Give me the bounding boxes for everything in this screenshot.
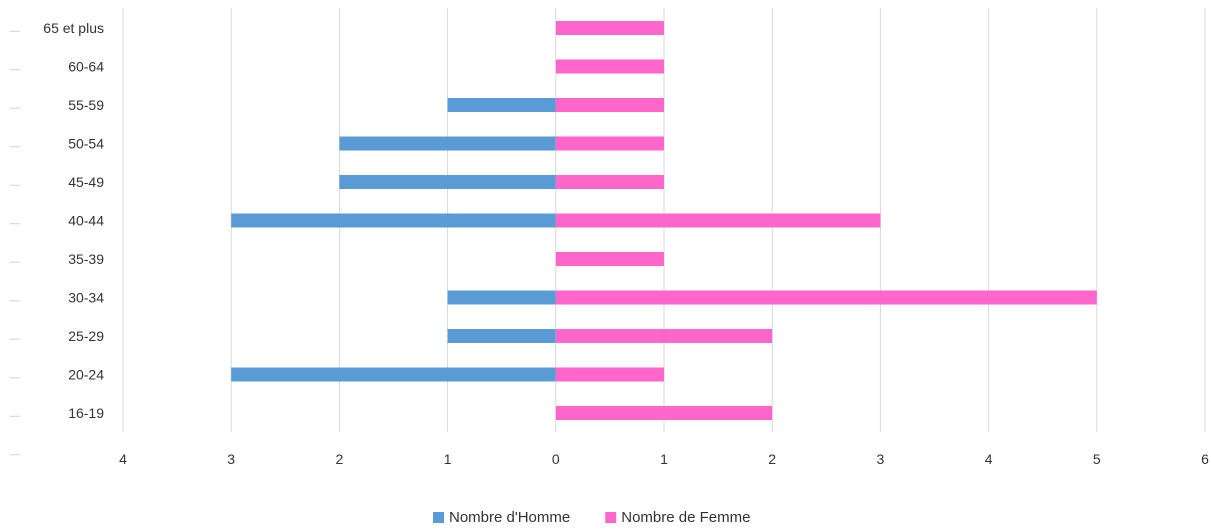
legend-swatch-0 xyxy=(433,512,444,523)
bar-femme-1 xyxy=(555,59,664,74)
category-label-3: 50-54 xyxy=(68,136,104,152)
x-tick-label-10: 6 xyxy=(1201,451,1209,467)
x-tick-label-1: 3 xyxy=(227,451,235,467)
bars xyxy=(231,21,1097,420)
category-label-8: 25-29 xyxy=(68,328,104,344)
left-axis-stubs xyxy=(10,30,20,456)
bar-femme-8 xyxy=(555,329,773,343)
x-tick-label-9: 5 xyxy=(1093,451,1101,467)
legend-label-0: Nombre d'Homme xyxy=(449,509,570,526)
x-tick-labels: 4 3 2 1 0 1 2 3 4 5 6 xyxy=(119,451,1209,467)
x-tick-label-2: 2 xyxy=(336,451,344,467)
category-label-7: 30-34 xyxy=(68,290,104,306)
bar-homme-9 xyxy=(231,367,556,382)
bar-femme-5 xyxy=(555,213,881,228)
legend: Nombre d'Homme Nombre de Femme xyxy=(433,509,750,526)
category-label-1: 60-64 xyxy=(68,59,104,75)
bar-femme-6 xyxy=(555,252,664,266)
bar-femme-7 xyxy=(555,290,1097,305)
bar-homme-4 xyxy=(339,175,556,189)
bar-homme-7 xyxy=(447,290,556,305)
category-label-9: 20-24 xyxy=(68,367,104,383)
bar-homme-2 xyxy=(447,98,556,112)
bar-femme-9 xyxy=(555,367,664,382)
bar-homme-5 xyxy=(231,213,556,228)
legend-label-1: Nombre de Femme xyxy=(621,509,750,526)
x-tick-label-6: 2 xyxy=(768,451,776,467)
bar-homme-8 xyxy=(447,329,556,343)
x-tick-label-5: 1 xyxy=(660,451,668,467)
category-label-4: 45-49 xyxy=(68,174,104,190)
x-tick-label-0: 4 xyxy=(119,451,127,467)
x-tick-label-7: 3 xyxy=(877,451,885,467)
x-tick-label-3: 1 xyxy=(444,451,452,467)
legend-swatch-1 xyxy=(605,512,617,523)
bar-femme-10 xyxy=(555,406,773,420)
category-labels: 65 et plus 60-64 55-59 50-54 45-49 40-44 35-39… xyxy=(43,20,104,421)
category-label-2: 55-59 xyxy=(68,97,104,113)
category-label-6: 35-39 xyxy=(68,251,104,267)
bar-femme-3 xyxy=(555,136,664,151)
category-label-0: 65 et plus xyxy=(43,20,104,36)
bar-femme-2 xyxy=(555,98,664,112)
bar-homme-3 xyxy=(339,136,556,151)
x-tick-label-8: 4 xyxy=(985,451,993,467)
x-tick-label-4: 0 xyxy=(552,451,560,467)
bar-femme-4 xyxy=(555,175,664,189)
category-label-5: 40-44 xyxy=(68,213,104,229)
bar-femme-0 xyxy=(555,21,664,35)
category-label-10: 16-19 xyxy=(68,405,104,421)
